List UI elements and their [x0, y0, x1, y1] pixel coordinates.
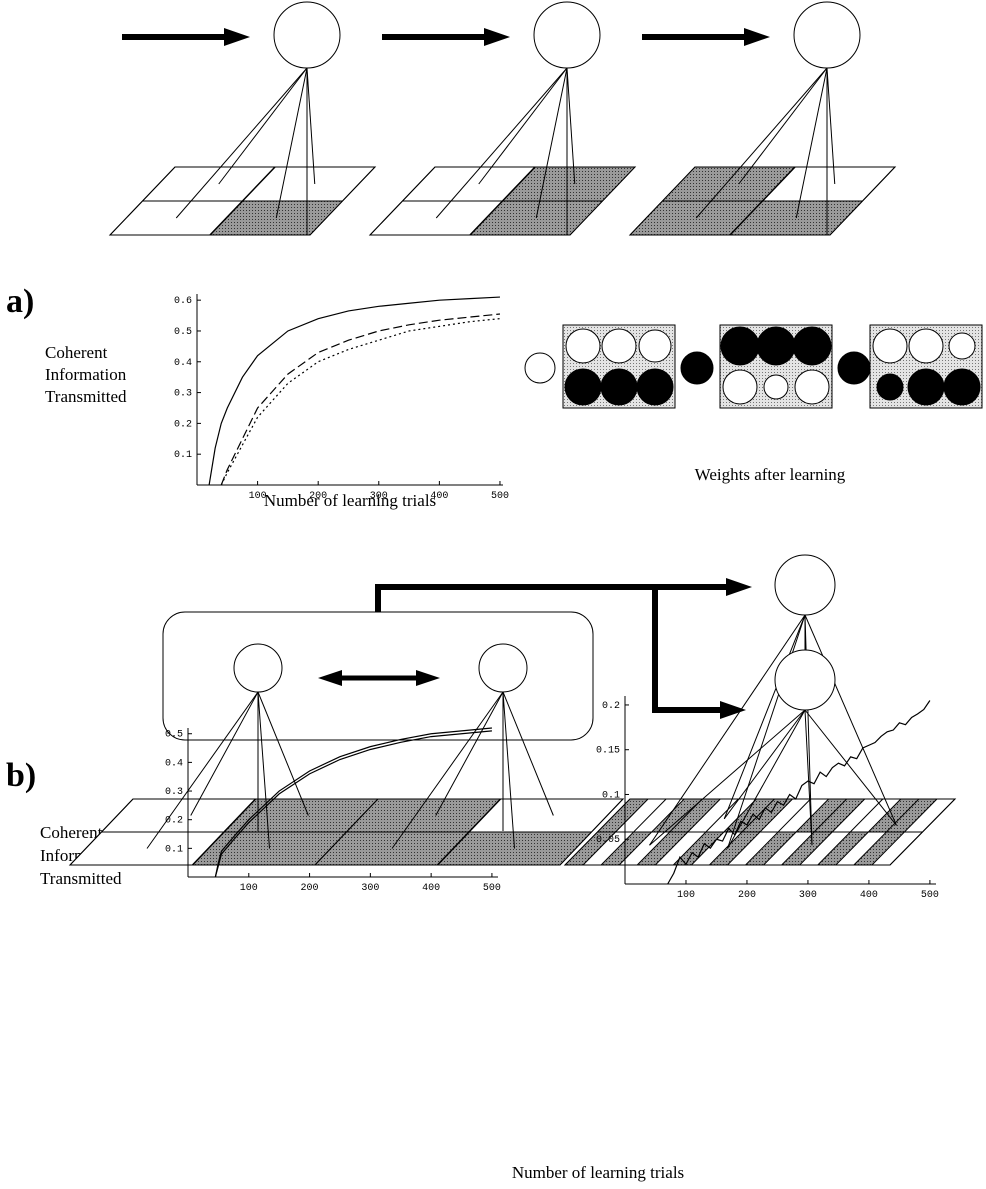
- y-tick-label: 0.3: [174, 389, 192, 400]
- y-tick-label: 0.4: [165, 758, 183, 769]
- unit: [775, 555, 835, 615]
- data-line: [209, 297, 500, 485]
- x-tick-label: 400: [860, 890, 878, 901]
- weight: [908, 369, 944, 405]
- weight: [566, 329, 600, 363]
- weight: [909, 329, 943, 363]
- unit: [525, 353, 555, 383]
- figure: a) b) Weights after learning Number of l…: [0, 0, 986, 1189]
- weight: [877, 374, 903, 400]
- weight: [602, 329, 636, 363]
- weight: [873, 329, 907, 363]
- x-tick-label: 100: [249, 491, 267, 502]
- unit: [234, 644, 282, 692]
- weight: [793, 327, 831, 365]
- x-tick-label: 500: [483, 883, 501, 894]
- y-tick-label: 0.3: [165, 787, 183, 798]
- x-tick-label: 400: [422, 883, 440, 894]
- y-axis-label: Coherent: [40, 823, 103, 842]
- unit: [794, 2, 860, 68]
- arrow-head: [720, 701, 746, 719]
- panel-label: a): [6, 283, 34, 320]
- weight: [721, 327, 759, 365]
- y-axis-label: Transmitted: [40, 869, 122, 888]
- weight: [723, 370, 757, 404]
- x-tick-label: 200: [309, 491, 327, 502]
- x-tick-label: 400: [430, 491, 448, 502]
- x-tick-label: 200: [738, 890, 756, 901]
- data-line: [221, 314, 500, 485]
- weight: [639, 330, 671, 362]
- y-axis-label: Coherent: [45, 343, 108, 362]
- unit: [534, 2, 600, 68]
- y-tick-label: 0.5: [174, 327, 192, 338]
- unit: [838, 352, 870, 384]
- y-axis-label: Transmitted: [45, 387, 127, 406]
- arrow-head: [726, 578, 752, 596]
- y-tick-label: 0.1: [165, 844, 183, 855]
- weight: [601, 369, 637, 405]
- arrow-head: [484, 28, 510, 46]
- y-tick-label: 0.4: [174, 358, 192, 369]
- x-tick-label: 500: [921, 890, 939, 901]
- x-tick-label: 300: [361, 883, 379, 894]
- y-tick-label: 0.2: [165, 816, 183, 827]
- connection: [191, 692, 258, 816]
- y-tick-label: 0.15: [596, 746, 620, 757]
- x-axis-label: Number of learning trials: [264, 491, 436, 510]
- y-tick-label: 0.1: [174, 450, 192, 461]
- arrow-head: [744, 28, 770, 46]
- x-axis-label: Number of learning trials: [512, 1163, 684, 1182]
- y-tick-label: 0.2: [174, 419, 192, 430]
- page: html, body { margin: 0; padding: 0; back…: [0, 0, 986, 1189]
- body: { "labels": {"a": "a)", "b": "b)"}, "wei…: [0, 0, 986, 1189]
- unit: [681, 352, 713, 384]
- x-tick-label: 200: [301, 883, 319, 894]
- y-tick-label: 0.2: [602, 701, 620, 712]
- arrow: [655, 587, 722, 710]
- connection: [805, 615, 897, 825]
- weight: [757, 327, 795, 365]
- weight: [949, 333, 975, 359]
- y-tick-label: 0.5: [165, 730, 183, 741]
- y-tick-label: 0.1: [602, 790, 620, 801]
- weight: [944, 369, 980, 405]
- unit: [775, 650, 835, 710]
- weight: [795, 370, 829, 404]
- y-axis-label: Information: [45, 365, 127, 384]
- x-tick-label: 500: [491, 491, 509, 502]
- weight: [565, 369, 601, 405]
- panel-label: b): [6, 757, 36, 794]
- x-tick-label: 100: [240, 883, 258, 894]
- arrow-head: [416, 670, 440, 686]
- arrow-head: [224, 28, 250, 46]
- arrow-head: [318, 670, 342, 686]
- x-tick-label: 100: [677, 890, 695, 901]
- unit: [274, 2, 340, 68]
- x-tick-label: 300: [370, 491, 388, 502]
- connection: [436, 692, 503, 816]
- weight: [637, 369, 673, 405]
- y-tick-label: 0.05: [596, 835, 620, 846]
- x-tick-label: 300: [799, 890, 817, 901]
- weights-caption: Weights after learning: [695, 465, 846, 484]
- y-tick-label: 0.6: [174, 296, 192, 307]
- unit: [479, 644, 527, 692]
- weight: [764, 375, 788, 399]
- arrow: [378, 587, 728, 612]
